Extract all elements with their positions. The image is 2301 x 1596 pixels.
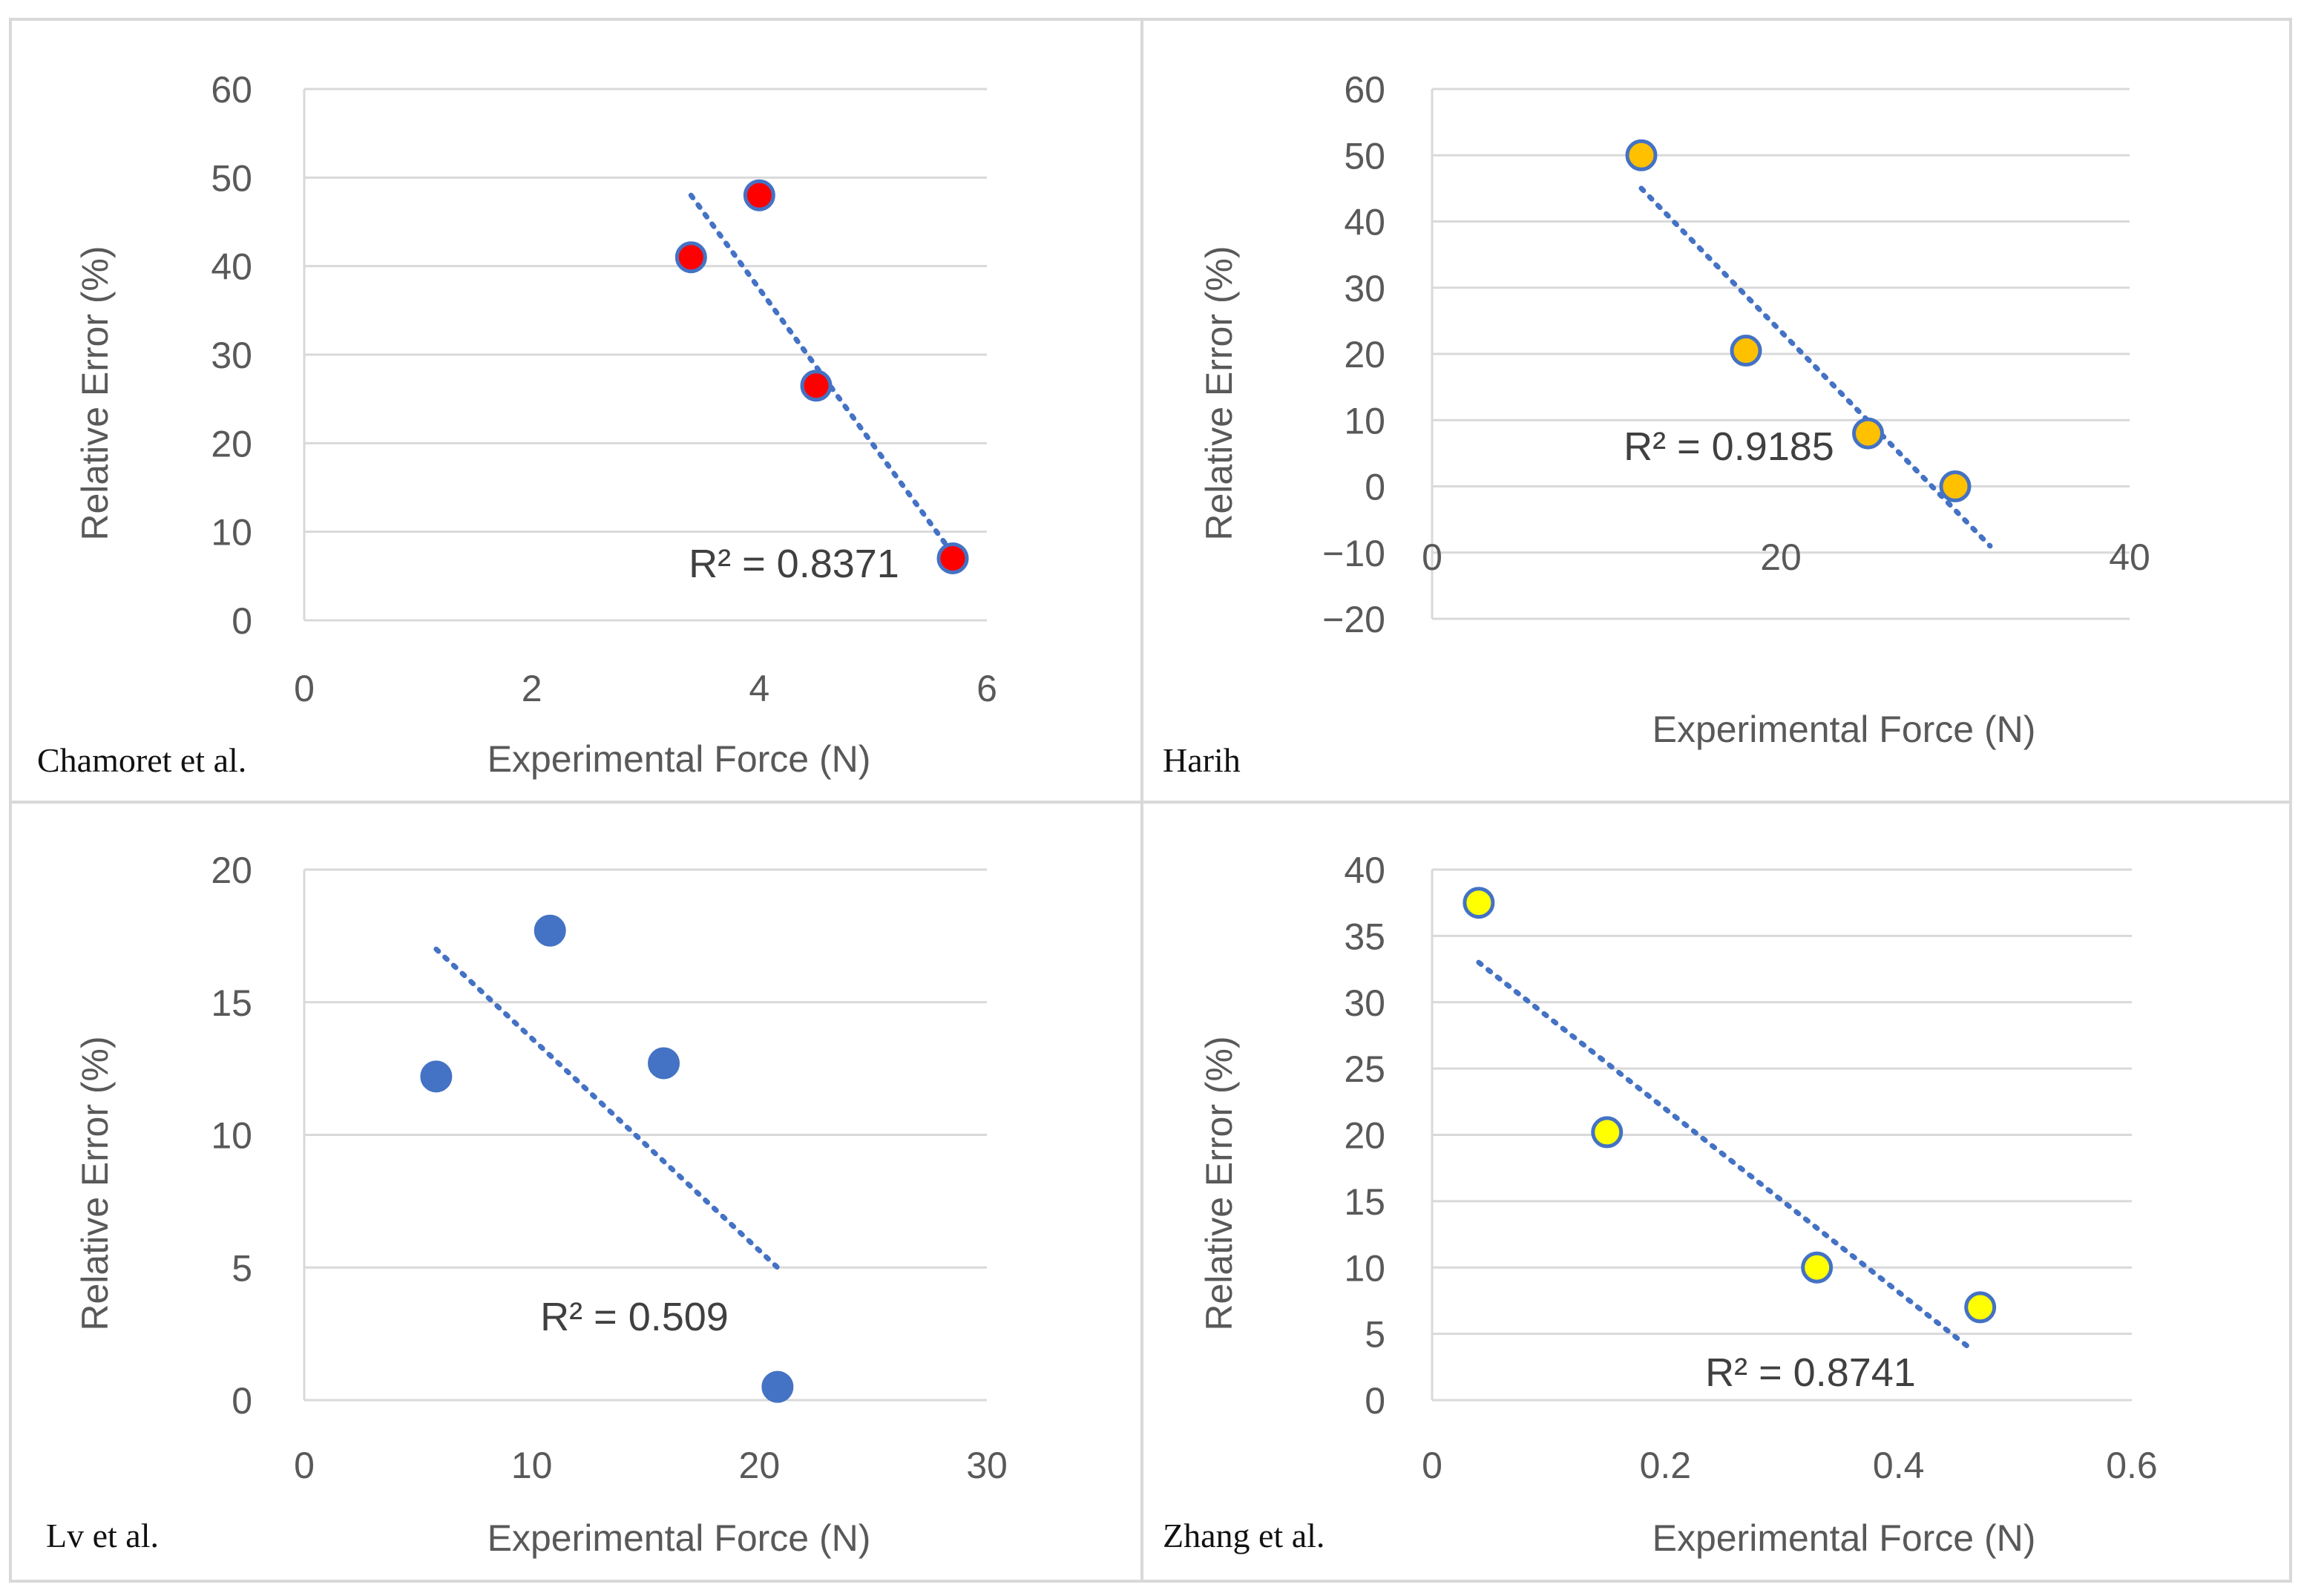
y-tick-label: 30 xyxy=(211,335,252,376)
data-point xyxy=(1730,335,1762,367)
y-axis-title: Relative Error (%) xyxy=(1198,1036,1240,1330)
data-point xyxy=(1852,417,1884,450)
x-axis-title: Experimental Force (N) xyxy=(488,738,871,780)
x-axis-title: Experimental Force (N) xyxy=(488,1517,871,1559)
chart-panel-4: 0 5 10 15 20 25 30 35 40 0 0.2 0.4 0.6 Experimental F… xyxy=(1163,850,2158,1559)
panel-author-label: Zhang et al. xyxy=(1163,1517,1325,1554)
trendline xyxy=(1638,185,1993,549)
x-tick-label: 4 xyxy=(749,668,769,709)
data-point xyxy=(674,241,707,274)
panel-author-label: Harih xyxy=(1163,741,1241,779)
data-point xyxy=(1625,139,1658,171)
chart-panel-1: 0 10 20 30 40 50 60 0 2 4 6 Experimental Force (N) R… xyxy=(37,69,997,780)
x-tick-label: 20 xyxy=(739,1445,781,1486)
x-tick-label: 10 xyxy=(511,1445,553,1486)
y-tick-label: 10 xyxy=(211,512,252,554)
trendline xyxy=(433,946,781,1270)
r-squared-label: R² = 0.8741 xyxy=(1705,1350,1916,1395)
data-point xyxy=(420,1060,453,1093)
chart-panel-2: −20 −10 0 10 20 30 40 50 60 0 20 40 Experimental For… xyxy=(1163,69,2150,779)
r-squared-label: R² = 0.8371 xyxy=(689,542,899,586)
chart-panel-3: 0 5 10 15 20 0 10 20 30 Experimental Force (N) Rel… xyxy=(46,850,1008,1559)
y-tick-label: 60 xyxy=(211,69,252,111)
y-tick-label: 20 xyxy=(1344,1115,1385,1157)
x-tick-label: 0.6 xyxy=(2106,1445,2158,1486)
data-point xyxy=(936,542,969,574)
y-tick-label: 35 xyxy=(1344,916,1385,957)
y-tick-label: 10 xyxy=(1344,400,1385,441)
data-point xyxy=(534,914,566,947)
data-point xyxy=(743,179,775,211)
x-tick-label: 30 xyxy=(966,1445,1008,1486)
data-point xyxy=(800,370,833,402)
x-tick-label: 0 xyxy=(294,1445,315,1486)
y-tick-label: 40 xyxy=(1344,850,1385,891)
x-tick-label: 0 xyxy=(1422,536,1442,578)
y-tick-label: −10 xyxy=(1322,533,1385,574)
panel-author-label: Chamoret et al. xyxy=(37,741,246,779)
y-tick-label: 50 xyxy=(211,157,252,199)
r-squared-label: R² = 0.509 xyxy=(540,1295,729,1339)
r-squared-label: R² = 0.9185 xyxy=(1624,424,1834,469)
x-tick-label: 20 xyxy=(1760,536,1802,578)
x-tick-label: 0.4 xyxy=(1873,1445,1925,1486)
x-tick-label: 0 xyxy=(1422,1445,1442,1486)
y-tick-label: 15 xyxy=(211,982,252,1024)
y-tick-label: 25 xyxy=(1344,1048,1385,1090)
y-tick-label: 20 xyxy=(1344,334,1385,375)
x-tick-label: 0 xyxy=(294,668,315,709)
x-axis-title: Experimental Force (N) xyxy=(1652,709,2036,750)
y-tick-label: 0 xyxy=(1365,1380,1385,1422)
panel-author-label: Lv et al. xyxy=(46,1517,159,1554)
y-tick-label: 0 xyxy=(232,600,252,642)
x-tick-label: 6 xyxy=(976,668,997,709)
data-point xyxy=(1463,887,1495,919)
y-axis-title: Relative Error (%) xyxy=(74,1036,116,1330)
trendline xyxy=(1476,959,1972,1350)
y-tick-label: 10 xyxy=(1344,1247,1385,1289)
x-tick-label: 0.2 xyxy=(1640,1445,1692,1486)
y-tick-label: 10 xyxy=(211,1115,252,1157)
y-tick-label: −20 xyxy=(1322,599,1385,640)
data-point xyxy=(1801,1251,1834,1284)
y-tick-label: 15 xyxy=(1344,1181,1385,1223)
figure-border xyxy=(9,18,2292,1583)
data-point xyxy=(648,1047,680,1080)
y-tick-label: 5 xyxy=(232,1247,252,1289)
x-axis-title: Experimental Force (N) xyxy=(1652,1517,2036,1559)
y-tick-label: 60 xyxy=(1344,69,1385,111)
y-tick-label: 0 xyxy=(232,1380,252,1422)
trendline xyxy=(688,192,956,556)
y-tick-label: 50 xyxy=(1344,135,1385,177)
y-axis-title: Relative Error (%) xyxy=(1198,246,1240,540)
data-point xyxy=(1591,1116,1624,1149)
y-tick-label: 5 xyxy=(1365,1314,1385,1356)
x-tick-label: 2 xyxy=(522,668,542,709)
y-tick-label: 30 xyxy=(1344,982,1385,1024)
data-point xyxy=(1939,470,1972,502)
x-tick-label: 40 xyxy=(2109,536,2150,578)
y-tick-label: 20 xyxy=(211,850,252,891)
y-tick-label: 20 xyxy=(211,423,252,464)
data-point xyxy=(761,1370,794,1403)
y-tick-label: 30 xyxy=(1344,268,1385,309)
y-tick-label: 40 xyxy=(1344,202,1385,243)
y-axis-title: Relative Error (%) xyxy=(74,246,116,540)
y-tick-label: 40 xyxy=(211,246,252,288)
y-tick-label: 0 xyxy=(1365,467,1385,508)
data-point xyxy=(1964,1291,1997,1324)
